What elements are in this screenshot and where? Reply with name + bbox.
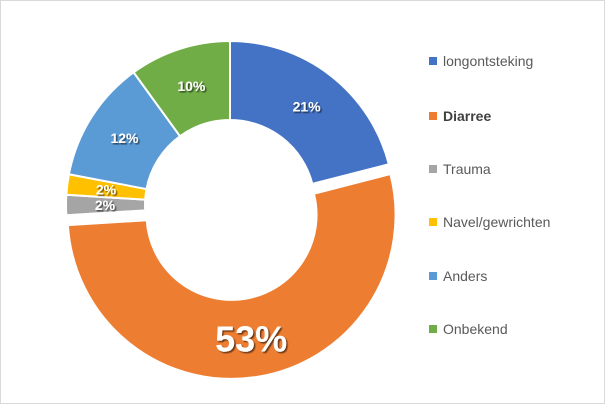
slice-label: 2% <box>96 181 117 197</box>
legend-item-anders: Anders <box>429 266 487 286</box>
donut-slices <box>65 39 397 380</box>
legend-label: Diarree <box>443 108 492 124</box>
legend-swatch <box>429 57 437 65</box>
legend-swatch <box>429 325 437 333</box>
legend-label: Trauma <box>443 161 491 177</box>
legend-label: longontsteking <box>443 53 534 69</box>
slice-label: 21% <box>293 98 322 114</box>
slice-label: 12% <box>110 130 139 146</box>
legend-swatch <box>429 272 437 280</box>
slice-label: 10% <box>177 78 206 94</box>
legend-item-navel-gewrichten: Navel/gewrichten <box>429 212 550 232</box>
legend-item-diarree: Diarree <box>429 106 491 126</box>
slice-labels: 21% 53% 2%2% 12% 10% <box>95 78 321 359</box>
slice-label: 2% <box>95 197 116 213</box>
legend-label: Anders <box>443 268 488 284</box>
legend-label: Onbekend <box>443 321 508 337</box>
slice-label: 53% <box>215 318 287 359</box>
donut-slice-onbekend <box>132 39 231 138</box>
legend-swatch <box>429 165 437 173</box>
legend-item-onbekend: Onbekend <box>429 319 508 339</box>
legend-swatch <box>429 218 437 226</box>
donut-slice-longontsteking <box>229 39 391 186</box>
legend-item-longontsteking: longontsteking <box>429 51 533 71</box>
donut-slice-diarree <box>66 172 397 380</box>
legend-swatch <box>429 112 437 120</box>
legend-label: Navel/gewrichten <box>443 214 551 230</box>
legend-item-trauma: Trauma <box>429 159 491 179</box>
